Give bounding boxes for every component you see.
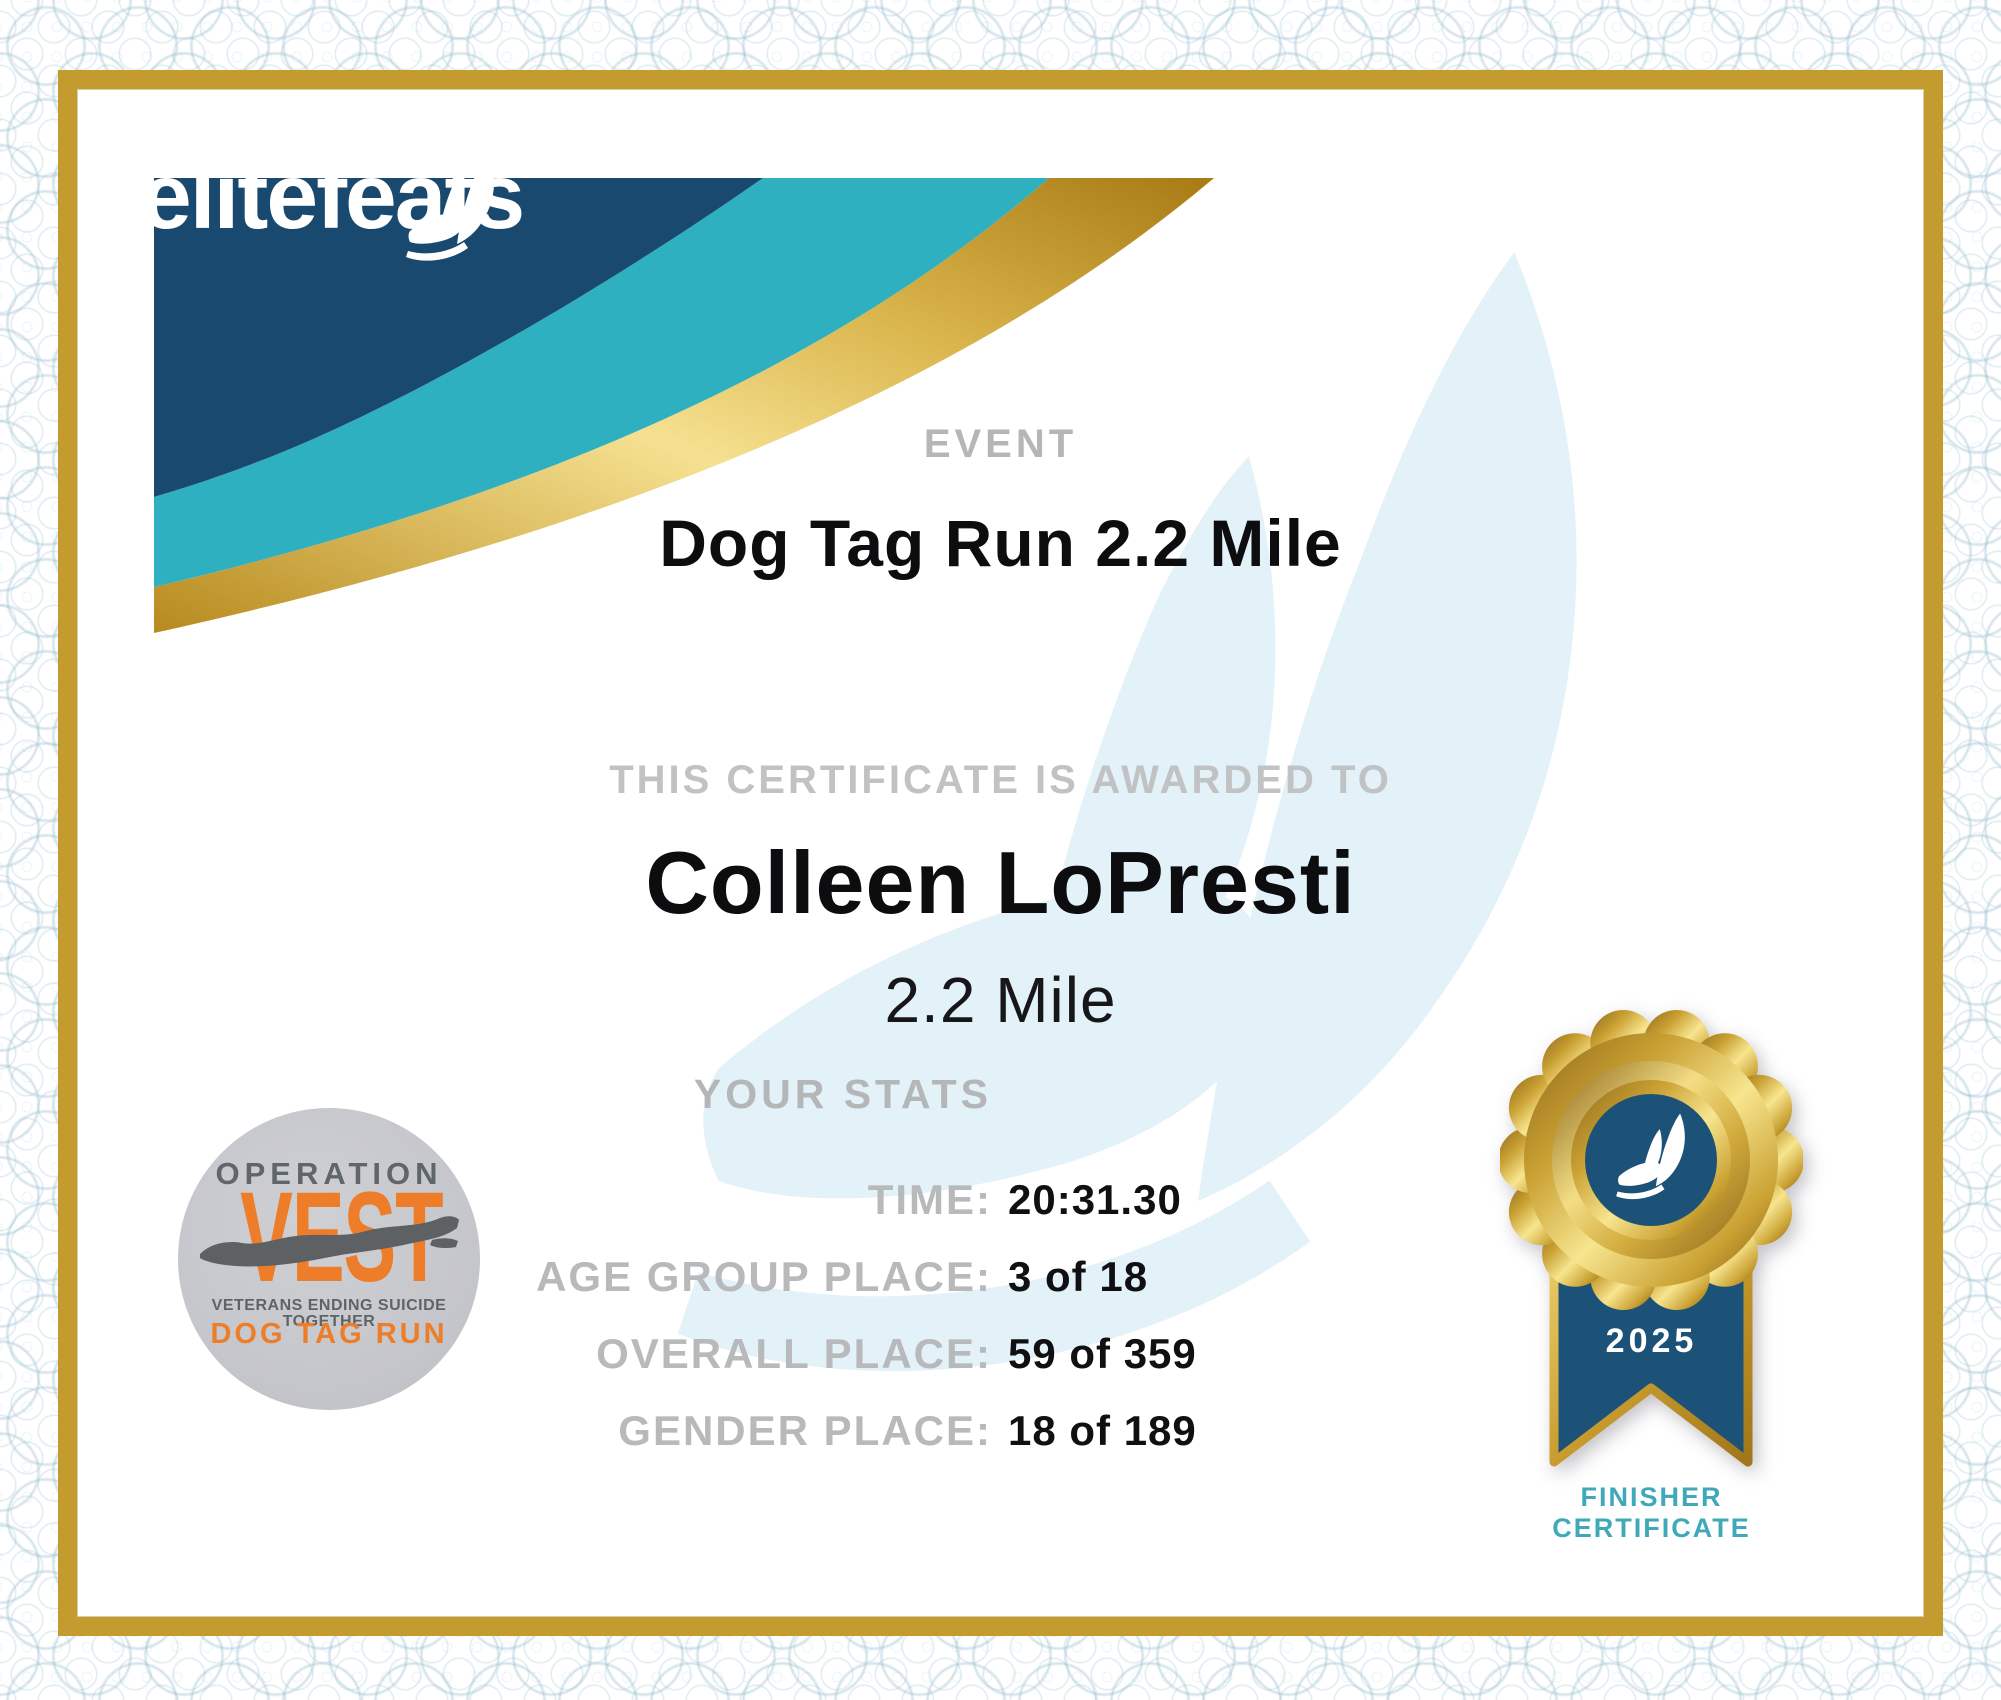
vest-logo-operation: OPERATION (215, 1156, 443, 1191)
navy-sweep-shape (154, 178, 763, 497)
event-name: Dog Tag Run 2.2 Mile (659, 506, 1342, 580)
badge-caption-line1: FINISHER (1580, 1482, 1723, 1512)
award-line: THIS CERTIFICATE IS AWARDED TO (609, 758, 1392, 802)
stat-row-gender-place: GENDER PLACE: 18 of 189 (0, 1409, 2001, 1453)
teal-sweep-shape (154, 178, 1049, 587)
stat-label: OVERALL PLACE: (596, 1330, 992, 1377)
vest-logo-tagline: VETERANS ENDING SUICIDE TOGETHER (211, 1297, 447, 1330)
badge-caption: FINISHER CERTIFICATE (1495, 1482, 1808, 1544)
stat-value: 20:31.30 (1008, 1176, 1182, 1223)
winged-foot-logo-icon (406, 151, 495, 261)
badge-caption-line2: CERTIFICATE (1552, 1513, 1751, 1543)
stat-label: TIME: (867, 1176, 992, 1223)
gold-sweep-shape (154, 178, 1214, 633)
stat-value: 59 of 359 (1008, 1330, 1197, 1377)
vest-logo-event: DOG TAG RUN (210, 1318, 448, 1350)
stat-value: 3 of 18 (1008, 1253, 1149, 1300)
stat-label: GENDER PLACE: (618, 1407, 992, 1454)
badge-year: 2025 (1605, 1322, 1698, 1360)
operation-vest-logo: OPERATION VEST VETERANS ENDING SUICIDE T… (178, 1108, 480, 1410)
stat-label: AGE GROUP PLACE: (536, 1253, 992, 1300)
corner-sweep-decoration (154, 178, 1214, 633)
finisher-medal-badge (1500, 1010, 1803, 1467)
recipient-name: Colleen LoPresti (645, 833, 1356, 932)
stats-heading: YOUR STATS (693, 1071, 992, 1117)
stat-value: 18 of 189 (1008, 1407, 1197, 1454)
event-label: EVENT (923, 422, 1078, 466)
long-island-silhouette-icon (200, 1216, 459, 1267)
